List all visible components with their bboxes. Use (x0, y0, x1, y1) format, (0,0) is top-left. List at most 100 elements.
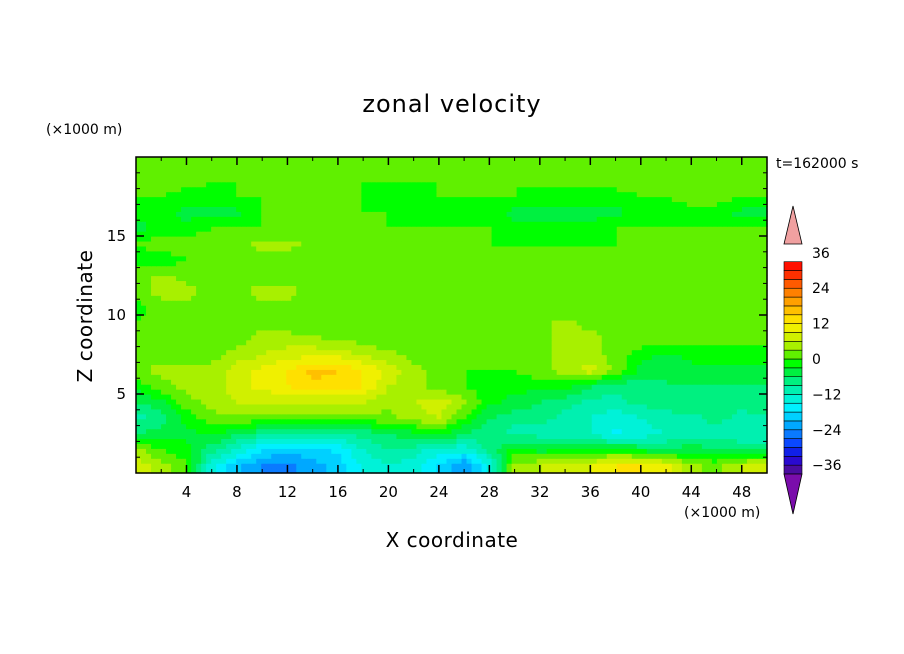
field-cell (366, 295, 372, 301)
field-cell (401, 413, 408, 420)
field-cell (536, 453, 543, 459)
field-cell (431, 438, 438, 444)
field-cell (581, 428, 588, 435)
field-cell (721, 458, 728, 464)
field-cell (746, 403, 753, 410)
field-cell (606, 379, 613, 385)
field-cell (411, 398, 418, 405)
field-cell (556, 379, 563, 385)
field-cell (451, 458, 458, 464)
field-cell (271, 468, 277, 474)
field-cell (316, 423, 322, 430)
field-cell (386, 324, 393, 331)
field-cell (716, 423, 723, 430)
field-cell (541, 354, 548, 361)
field-cell (351, 408, 357, 415)
field-cell (471, 423, 478, 430)
field-cell (641, 295, 648, 301)
field-cell (501, 379, 508, 385)
field-cell (671, 433, 678, 440)
field-cell (751, 468, 758, 474)
field-cell (551, 349, 558, 356)
field-cell (366, 448, 372, 454)
field-cell (651, 339, 658, 346)
field-cell (261, 310, 267, 316)
field-cell (646, 285, 653, 291)
field-cell (606, 285, 613, 291)
field-cell (146, 300, 152, 306)
field-cell (406, 463, 413, 469)
field-cell (181, 428, 187, 435)
field-cell (586, 315, 593, 321)
field-cell (301, 448, 307, 454)
field-cell (426, 290, 433, 296)
field-cell (621, 384, 628, 390)
field-cell (171, 280, 177, 286)
field-cell (181, 438, 187, 444)
field-cell (601, 364, 608, 370)
field-cell (491, 280, 498, 286)
field-cell (656, 300, 663, 306)
field-cell (531, 349, 538, 356)
field-cell (646, 418, 653, 425)
field-cell (371, 379, 377, 385)
field-cell (266, 458, 272, 464)
field-cell (211, 364, 217, 370)
field-cell (156, 394, 162, 400)
field-cell (231, 324, 237, 331)
field-cell (141, 315, 147, 321)
field-cell (381, 428, 387, 435)
field-cell (661, 389, 668, 395)
field-cell (556, 403, 563, 410)
field-cell (146, 428, 152, 435)
field-cell (391, 364, 398, 370)
field-cell (201, 285, 207, 291)
field-cell (216, 443, 222, 449)
field-cell (341, 403, 347, 410)
field-cell (321, 359, 327, 365)
field-cell (611, 329, 618, 336)
field-cell (151, 339, 157, 346)
field-cell (621, 290, 628, 296)
field-cell (596, 364, 603, 370)
field-cell (421, 453, 428, 459)
field-cell (226, 389, 232, 395)
field-cell (746, 364, 753, 370)
field-cell (711, 349, 718, 356)
field-cell (636, 280, 643, 286)
field-cell (606, 458, 613, 464)
field-cell (401, 369, 408, 375)
field-cell (671, 398, 678, 405)
field-cell (476, 428, 483, 435)
field-cell (526, 290, 533, 296)
field-cell (391, 408, 398, 415)
field-cell (656, 290, 663, 296)
field-cell (576, 329, 583, 336)
field-cell (411, 300, 418, 306)
field-cell (631, 443, 638, 449)
field-cell (526, 319, 533, 326)
field-cell (436, 384, 443, 390)
field-cell (151, 423, 157, 430)
field-cell (411, 408, 418, 415)
field-cell (741, 349, 748, 356)
field-cell (546, 295, 553, 301)
field-cell (681, 418, 688, 425)
field-cell (151, 403, 157, 410)
field-cell (221, 280, 227, 286)
field-cell (231, 344, 237, 351)
field-cell (391, 300, 398, 306)
field-cell (431, 329, 438, 336)
field-cell (761, 300, 768, 306)
field-cell (406, 453, 413, 459)
field-cell (391, 369, 398, 375)
field-cell (536, 324, 543, 331)
field-cell (516, 275, 523, 282)
field-cell (591, 324, 598, 331)
field-cell (701, 310, 708, 316)
field-cell (546, 354, 553, 361)
field-cell (186, 384, 192, 390)
field-cell (476, 359, 483, 365)
field-cell (386, 315, 393, 321)
field-cell (321, 413, 327, 420)
